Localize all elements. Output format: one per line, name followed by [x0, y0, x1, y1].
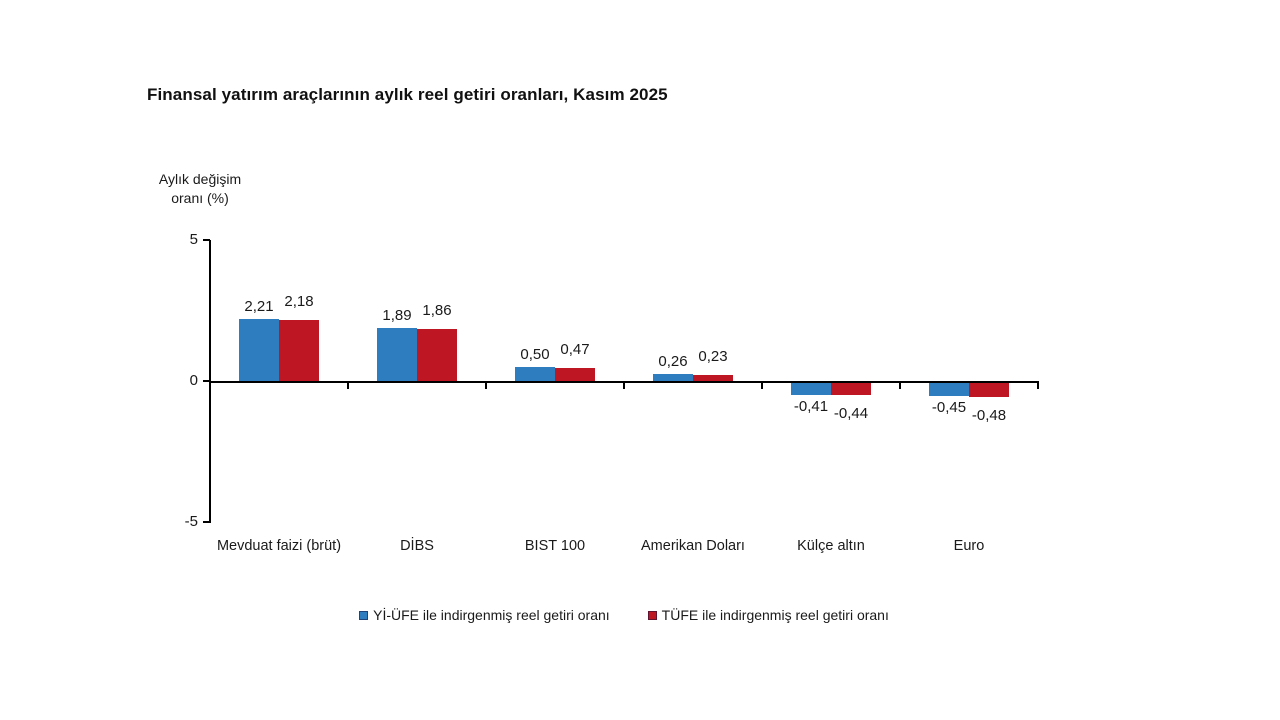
bar-value-label: -0,41 — [793, 397, 829, 415]
legend-label: Yİ-ÜFE ile indirgenmiş reel getiri oranı — [373, 607, 610, 623]
bar-series1-1 — [239, 318, 279, 381]
bar-value-label: 2,18 — [284, 292, 314, 310]
y-tick-mark — [203, 380, 210, 382]
x-category-label: DİBS — [400, 538, 434, 554]
y-axis-unit-line2: oranı (%) — [171, 190, 229, 206]
bar-value-label: -0,48 — [971, 406, 1007, 424]
bar-series1-2 — [377, 327, 417, 381]
x-tick-mark — [485, 382, 487, 389]
bar-series1-5 — [791, 383, 831, 395]
y-tick-label: -5 — [184, 513, 198, 530]
chart-title: Finansal yatırım araçlarının aylık reel … — [147, 85, 668, 104]
y-tick-label: 0 — [189, 372, 198, 389]
x-tick-mark — [623, 382, 625, 389]
x-category-label: Amerikan Doları — [641, 538, 745, 554]
bar-value-label: 1,86 — [422, 301, 452, 319]
bar-series1-3 — [515, 366, 555, 381]
x-tick-mark — [899, 382, 901, 389]
bar-value-label: 2,21 — [244, 297, 274, 315]
x-category-label: BIST 100 — [524, 538, 586, 554]
legend-item-series1: Yİ-ÜFE ile indirgenmiş reel getiri oranı — [359, 607, 610, 623]
plot-area: 5 0 -5 2,21 2,18 1,89 1,86 0,50 0,47 0,26 0,23 -0,… — [185, 231, 1039, 554]
y-axis-unit-line1: Aylık değişim — [158, 171, 242, 187]
bar-series2-1 — [279, 319, 319, 381]
bar-value-label: 0,50 — [520, 345, 550, 363]
y-tick-label: 5 — [189, 231, 198, 248]
bar-series2-2 — [417, 328, 457, 381]
x-tick-mark — [347, 382, 349, 389]
x-tick-mark — [1037, 382, 1039, 389]
bar-value-label: 0,26 — [658, 352, 688, 370]
bar-series1-4 — [653, 373, 693, 381]
x-category-label: Mevduat faizi (brüt) — [216, 538, 342, 554]
legend-item-series2: TÜFE ile indirgenmiş reel getiri oranı — [647, 607, 889, 623]
legend-label: TÜFE ile indirgenmiş reel getiri oranı — [661, 607, 889, 623]
legend: Yİ-ÜFE ile indirgenmiş reel getiri oranı… — [210, 607, 1038, 623]
bar-value-label: 0,47 — [560, 340, 590, 358]
y-axis-unit-label: Aylık değişim oranı (%) — [140, 170, 260, 208]
legend-swatch-icon — [359, 610, 369, 620]
bar-series2-4 — [693, 374, 733, 381]
x-category-label: Euro — [953, 538, 985, 554]
bar-series2-6 — [969, 383, 1009, 397]
bar-value-label: 1,89 — [382, 306, 412, 324]
y-tick-mark — [203, 521, 210, 523]
bar-series2-5 — [831, 383, 871, 396]
y-tick-mark — [203, 239, 210, 241]
bar-series1-6 — [929, 383, 969, 396]
bar-value-label: 0,23 — [698, 347, 728, 365]
bar-series2-3 — [555, 367, 595, 381]
legend-swatch-icon — [647, 610, 657, 620]
x-tick-mark — [761, 382, 763, 389]
bar-value-label: -0,44 — [833, 405, 869, 423]
bar-value-label: -0,45 — [931, 398, 967, 416]
x-category-label: Külçe altın — [797, 538, 865, 554]
